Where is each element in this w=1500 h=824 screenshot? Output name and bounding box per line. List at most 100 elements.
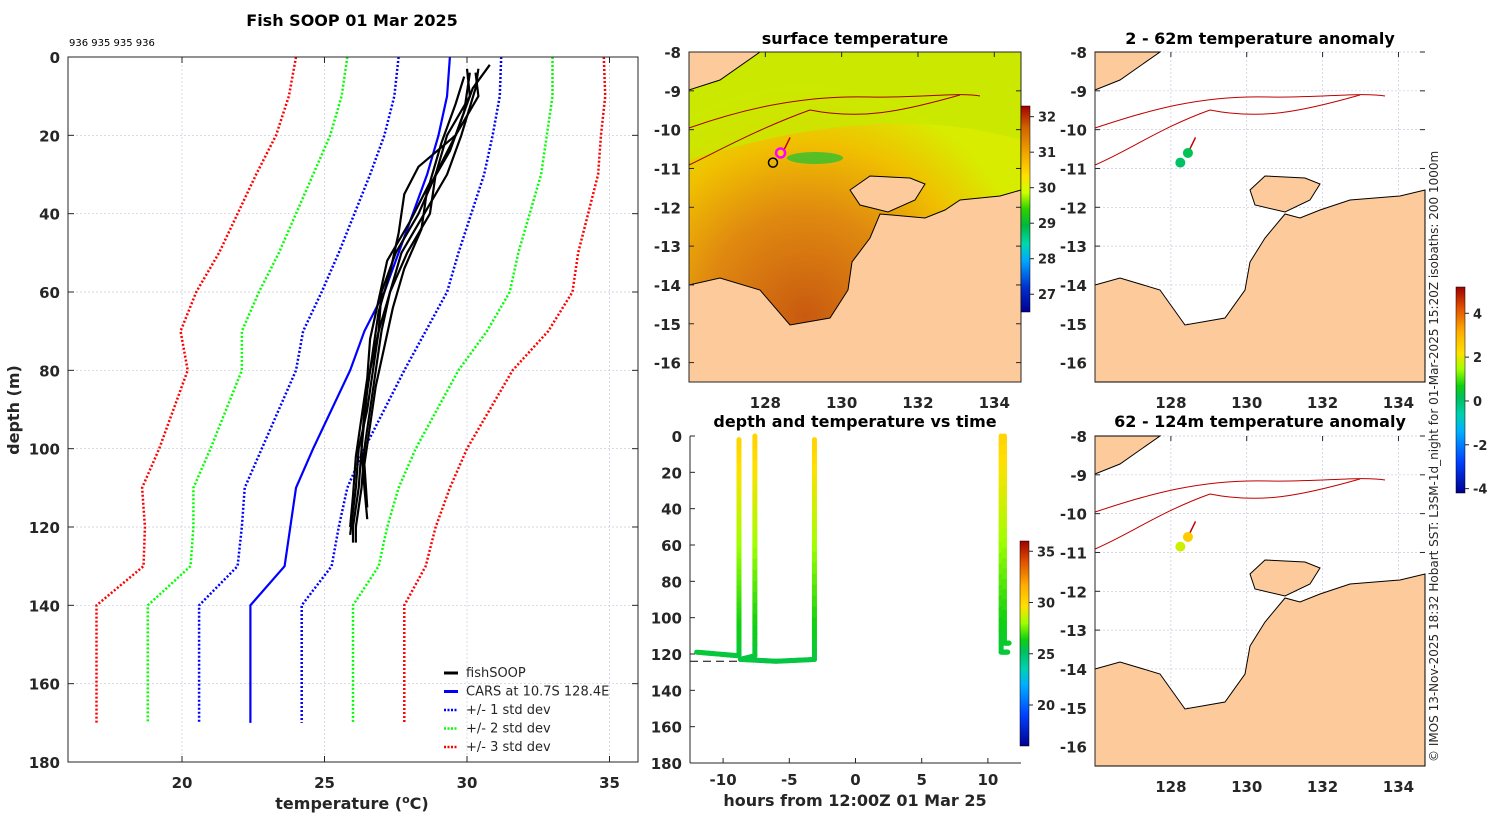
- sst-ytick-label: -10: [654, 122, 681, 140]
- anomaly-2-62-island: [1250, 176, 1320, 212]
- depth-time-ytick-label: 140: [651, 682, 682, 700]
- anomaly-2-62-xtick-label: 130: [1231, 394, 1262, 412]
- sst-colorbar-tick-label: 29: [1038, 217, 1056, 232]
- sst-colorbar-tick-label: 31: [1038, 146, 1056, 161]
- depth-time-ytick-label: 20: [661, 464, 682, 482]
- depth-time-colorbar-tick-label: 35: [1037, 545, 1055, 560]
- anomaly-62-124-ytick-label: -14: [1060, 661, 1087, 679]
- sst-colorbar-tick-label: 32: [1038, 111, 1056, 126]
- depth-time-colorbar-tick-label: 30: [1037, 597, 1055, 612]
- anomaly-62-124-xtick-label: 132: [1307, 778, 1338, 796]
- anomaly-62-124-land: [1095, 436, 1425, 766]
- profile-ytick-label: 60: [39, 284, 60, 302]
- sst-xtick-label: 130: [826, 394, 857, 412]
- depth-time-colorbar: [1020, 541, 1029, 746]
- anomaly-2-62-ytick-label: -14: [1060, 277, 1087, 295]
- anomaly-62-124-island: [1250, 560, 1320, 596]
- fishsoop-profile-line: [353, 65, 490, 543]
- profile-ytick-label: 140: [29, 597, 60, 615]
- sst-marker-latest: [776, 148, 785, 157]
- anomaly-62-124-ytick-label: -8: [1070, 428, 1087, 446]
- anomaly-62-124-track-line: [1190, 521, 1196, 533]
- depth-time-xtick-label: 5: [916, 771, 926, 789]
- credit-text: © IMOS 13-Nov-2025 18:32 Hobart SST: L3S…: [1427, 151, 1441, 762]
- depth-time-xtick-label: 0: [850, 771, 860, 789]
- sst-ytick-label: -8: [664, 44, 681, 62]
- cars-minus-3sd-line: [97, 57, 297, 723]
- depth-time-ytick-label: 0: [672, 428, 682, 446]
- depth-time-colorbar-ticks: 20 25 30 35: [1029, 545, 1055, 714]
- anomaly-2-62-ytick-label: -11: [1060, 160, 1087, 178]
- depth-time-xtick-label: 10: [977, 771, 998, 789]
- anomaly-2-62-land: [1095, 52, 1425, 382]
- depth-time-ytick-label: 40: [661, 501, 682, 519]
- anomaly-2-62-ytick-label: -16: [1060, 355, 1087, 373]
- depth-time-tracks: [690, 436, 1009, 661]
- anomaly-2-62-ytick-label: -9: [1070, 83, 1087, 101]
- depth-time-ytick-label: 120: [651, 646, 682, 664]
- anomaly-2-62-ytick-label: -10: [1060, 122, 1087, 140]
- anomaly-colorbar-tick-label: -4: [1473, 483, 1487, 498]
- profile-title: Fish SOOP 01 Mar 2025: [246, 11, 457, 30]
- anomaly-colorbar-tick-label: -2: [1473, 439, 1487, 454]
- profile-ytick-label: 180: [29, 754, 60, 772]
- profile-lines: [97, 57, 606, 723]
- anomaly-2-62-ytick-label: -13: [1060, 238, 1087, 256]
- anomaly-62-124-title: 62 - 124m temperature anomaly: [1114, 412, 1406, 431]
- profile-ytick-label: 80: [39, 362, 60, 380]
- sst-ytick-label: -11: [654, 160, 681, 178]
- profile-ylabel: depth (m): [4, 365, 23, 455]
- profile-ytick-label: 100: [29, 441, 60, 459]
- anomaly-2-62-isobath-1000: [1095, 95, 1360, 165]
- anomaly-62-124-xtick-label: 130: [1231, 778, 1262, 796]
- cars-minus-2sd-line: [148, 57, 347, 723]
- anomaly-map-2-62m: 2 - 62m temperature anomaly 128 130 132 134 -…: [1060, 29, 1425, 412]
- anomaly-2-62-title: 2 - 62m temperature anomaly: [1125, 29, 1395, 48]
- sst-xtick-label: 128: [750, 394, 781, 412]
- sst-ytick-label: -14: [654, 277, 681, 295]
- legend-label: fishSOOP: [466, 666, 526, 681]
- depth-time-xlabel: hours from 12:00Z 01 Mar 25: [723, 791, 986, 810]
- anomaly-2-62-ytick-label: -8: [1070, 44, 1087, 62]
- depth-time-ytick-label: 80: [661, 573, 682, 591]
- anomaly-62-124-xtick-label: 134: [1383, 778, 1414, 796]
- depth-time-colorbar-tick-label: 25: [1037, 648, 1055, 663]
- depth-time-ytick-label: 160: [651, 719, 682, 737]
- anomaly-2-62-xtick-label: 132: [1307, 394, 1338, 412]
- anomaly-62-124-ytick-label: -11: [1060, 544, 1087, 562]
- anomaly-colorbar-tick-label: 0: [1473, 395, 1482, 410]
- fishsoop-profile-line: [356, 69, 479, 543]
- depth-time-ytick-label: 60: [661, 537, 682, 555]
- profile-xtick-label: 25: [314, 774, 335, 792]
- profile-xtick-label: 30: [457, 774, 478, 792]
- anomaly-2-62-xtick-label: 134: [1383, 394, 1414, 412]
- anomaly-62-124-ytick-label: -12: [1060, 583, 1087, 601]
- profile-xtick-label: 20: [172, 774, 193, 792]
- anomaly-62-124-isobath-1000: [1095, 479, 1360, 549]
- sst-cool-patch: [787, 152, 843, 164]
- profile-ytick-label: 120: [29, 519, 60, 537]
- anomaly-2-62-land-north: [1095, 52, 1160, 90]
- sst-ytick-label: -15: [654, 316, 681, 334]
- anomaly-62-124-ytick-label: -15: [1060, 700, 1087, 718]
- cars-plus-1sd-line: [302, 57, 502, 723]
- sst-colorbar: [1021, 106, 1030, 312]
- sst-xtick-label: 134: [979, 394, 1010, 412]
- anomaly-2-62-anomaly-point: [1183, 148, 1193, 158]
- anomaly-2-62-xtick-label: 128: [1155, 394, 1186, 412]
- depth-time-xtick-label: -10: [710, 771, 737, 789]
- depth-time-colorbar-tick-label: 20: [1037, 699, 1055, 714]
- depth-time-ytick-label: 180: [651, 755, 682, 773]
- depth-time-xtick-label: -5: [781, 771, 798, 789]
- anomaly-colorbar-tick-label: 2: [1473, 351, 1482, 366]
- profile-cast-annotation: 936 935 935 936: [69, 38, 155, 49]
- anomaly-2-62-ytick-label: -15: [1060, 316, 1087, 334]
- sst-ytick-label: -12: [654, 199, 681, 217]
- anomaly-62-124-anomaly-point: [1183, 532, 1193, 542]
